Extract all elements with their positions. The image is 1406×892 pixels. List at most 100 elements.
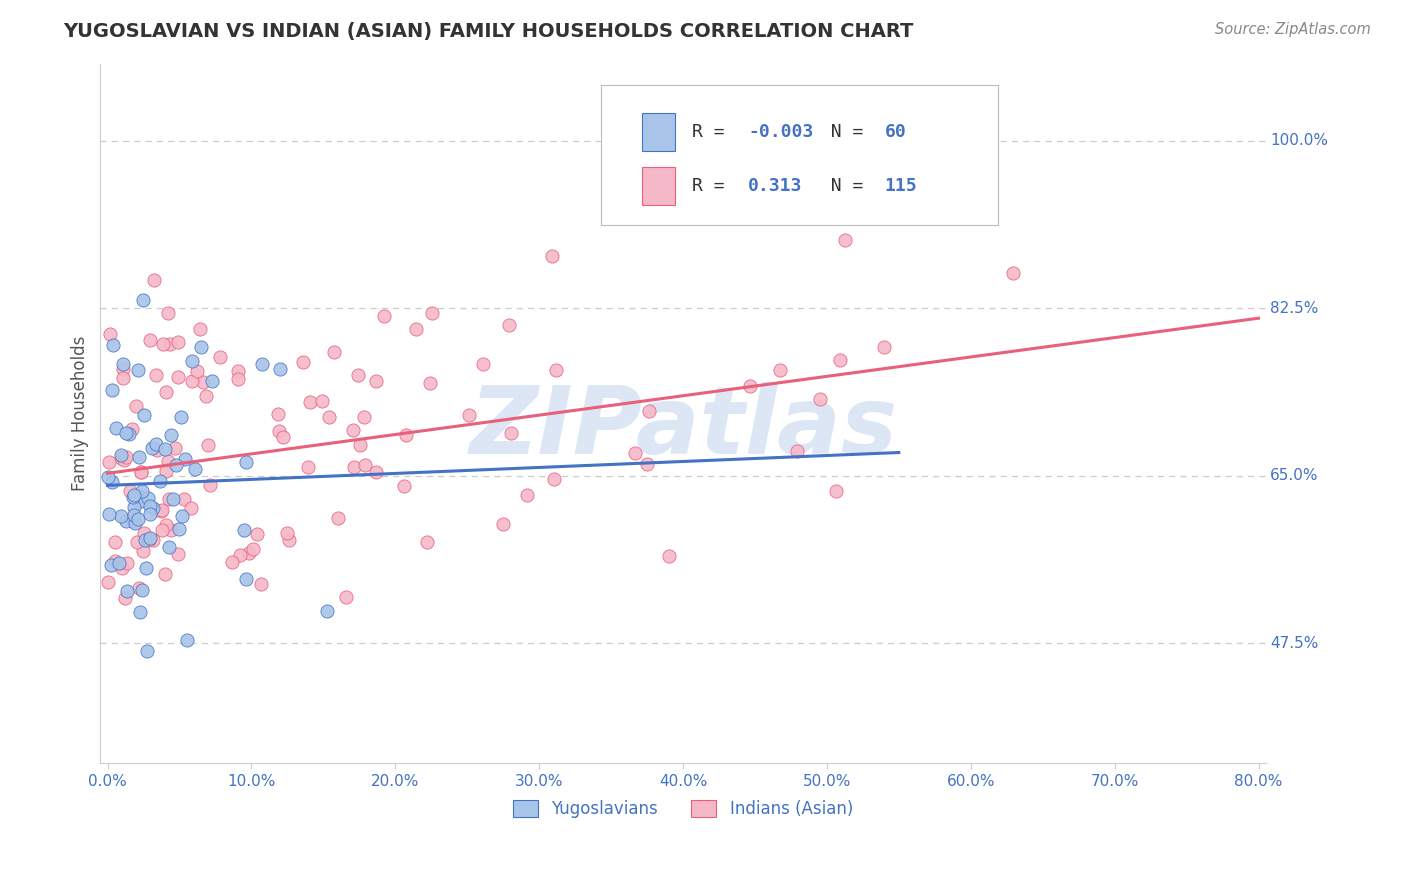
Text: 47.5%: 47.5% — [1270, 636, 1319, 651]
Point — [354, 458, 377, 472]
Point — [188, 322, 211, 336]
Point — [132, 293, 155, 307]
Point — [104, 554, 127, 568]
Point — [221, 555, 243, 569]
Point — [101, 338, 124, 352]
Point — [117, 556, 139, 570]
Point — [238, 545, 260, 559]
Point — [155, 442, 177, 457]
Point — [471, 357, 494, 371]
Point — [830, 353, 852, 368]
Point — [98, 455, 121, 469]
Point — [346, 368, 368, 382]
Text: 100.0%: 100.0% — [1270, 133, 1329, 148]
Point — [129, 465, 152, 479]
Point — [373, 310, 395, 324]
Point — [419, 376, 441, 390]
Point — [124, 500, 146, 514]
Point — [834, 233, 856, 247]
Point — [150, 523, 173, 537]
Point — [190, 340, 212, 354]
Point — [326, 511, 349, 525]
Point — [111, 561, 134, 575]
Y-axis label: Family Households: Family Households — [72, 336, 89, 491]
Point — [180, 354, 202, 368]
Point — [193, 375, 215, 389]
Point — [132, 526, 155, 541]
Point — [873, 340, 896, 354]
Point — [740, 379, 762, 393]
Point — [335, 590, 357, 604]
Point — [176, 633, 198, 648]
Point — [149, 474, 172, 488]
Point — [112, 453, 135, 467]
Point — [299, 395, 322, 409]
Point — [121, 422, 143, 436]
Point — [1001, 266, 1024, 280]
Point — [392, 479, 415, 493]
Point — [186, 364, 208, 378]
FancyBboxPatch shape — [643, 167, 675, 205]
Point — [498, 318, 520, 332]
Text: ZIPatlas: ZIPatlas — [470, 382, 897, 474]
Point — [141, 441, 163, 455]
Text: R =: R = — [692, 123, 735, 141]
Point — [167, 335, 190, 350]
Point — [98, 326, 121, 341]
Point — [125, 399, 148, 413]
Point — [226, 363, 249, 377]
Point — [159, 337, 181, 351]
Point — [180, 501, 202, 516]
Point — [121, 514, 143, 528]
Point — [342, 423, 364, 437]
Point — [636, 457, 658, 471]
Point — [541, 248, 564, 262]
Text: R =: R = — [692, 178, 747, 195]
Point — [165, 441, 187, 455]
Point — [101, 383, 124, 397]
Point — [155, 464, 177, 478]
Point — [297, 460, 319, 475]
FancyBboxPatch shape — [643, 113, 675, 152]
Point — [115, 450, 138, 465]
Point — [160, 523, 183, 537]
Point — [278, 533, 301, 548]
Point — [170, 509, 193, 524]
Point — [162, 491, 184, 506]
Point — [235, 455, 257, 469]
Point — [128, 582, 150, 596]
Point — [166, 547, 188, 561]
Point — [201, 374, 224, 388]
Point — [122, 488, 145, 502]
Point — [110, 508, 132, 523]
Point — [232, 523, 254, 537]
Point — [145, 368, 167, 383]
Text: 0.313: 0.313 — [748, 178, 803, 195]
Point — [181, 374, 204, 388]
Point — [311, 393, 333, 408]
Point — [824, 483, 846, 498]
Point — [101, 475, 124, 489]
Point — [808, 392, 831, 407]
Point — [121, 490, 143, 504]
Point — [152, 502, 174, 516]
Point — [134, 533, 156, 547]
Point — [108, 556, 131, 570]
Point — [366, 465, 388, 479]
Point — [194, 389, 217, 403]
Point — [131, 465, 153, 479]
Point — [127, 363, 149, 377]
Point — [104, 421, 127, 435]
Point — [118, 426, 141, 441]
Point — [132, 408, 155, 422]
Point — [318, 410, 340, 425]
Point — [129, 494, 152, 508]
Text: 115: 115 — [884, 178, 917, 195]
Point — [291, 355, 314, 369]
Point — [111, 362, 134, 376]
Point — [128, 605, 150, 619]
Point — [131, 484, 153, 499]
Point — [124, 516, 146, 530]
Point — [115, 583, 138, 598]
Point — [157, 306, 180, 320]
